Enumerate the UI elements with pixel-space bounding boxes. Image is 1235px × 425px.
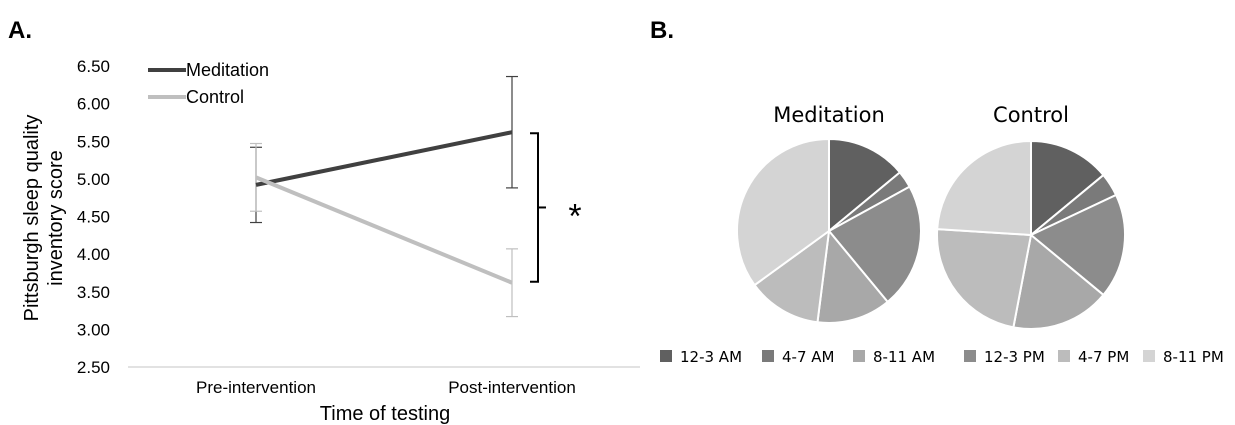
legend-label: Control xyxy=(186,87,244,107)
pie-legend-swatch xyxy=(853,350,865,362)
pie-legend-label: 4-7 AM xyxy=(782,348,834,366)
y-axis-title-line-1: Pittsburgh sleep quality xyxy=(21,115,43,322)
bracket-line xyxy=(530,132,539,283)
y-tick-label: 2.50 xyxy=(77,358,110,377)
line-chart: 2.50 3.00 3.50 4.00 4.50 5.00 5.50 6.00 6.50 Pre… xyxy=(21,57,640,425)
series-lines xyxy=(255,130,513,285)
x-tick-labels: Pre-intervention Post-intervention xyxy=(196,378,576,397)
series-line-control xyxy=(255,175,513,285)
y-tick-label: 4.00 xyxy=(77,245,110,264)
line-legend: Meditation Control xyxy=(148,60,269,107)
pie-title: Meditation xyxy=(773,103,885,127)
y-tick-label: 4.50 xyxy=(77,208,110,227)
y-tick-label: 6.50 xyxy=(77,57,110,76)
series-line-meditation xyxy=(255,130,513,187)
pie-legend-swatch xyxy=(1143,350,1155,362)
y-tick-labels: 2.50 3.00 3.50 4.00 4.50 5.00 5.50 6.00 6.50 xyxy=(77,57,110,377)
pie-slice-12-3-pm xyxy=(816,228,890,324)
x-tick-label: Pre-intervention xyxy=(196,378,316,397)
pie-legend-swatch xyxy=(762,350,774,362)
pie-legend-swatch xyxy=(1058,350,1070,362)
panel-label-b: B. xyxy=(650,17,674,44)
pie-slice-8-11-pm xyxy=(936,139,1032,237)
y-tick-label: 5.50 xyxy=(77,132,110,151)
significance-bracket: * xyxy=(530,132,582,283)
pie-slice-12-3-am xyxy=(828,137,902,234)
x-axis-title: Time of testing xyxy=(320,403,450,425)
legend-label: Meditation xyxy=(186,60,269,80)
pie-legend-label: 4-7 PM xyxy=(1078,348,1129,366)
pie-legend: 12-3 AM 4-7 AM 8-11 AM 12-3 PM 4-7 PM 8-11 PM xyxy=(660,348,1224,366)
y-tick-label: 5.00 xyxy=(77,170,110,189)
pie-legend-label: 8-11 PM xyxy=(1163,348,1224,366)
pie-legend-swatch xyxy=(964,350,976,362)
y-axis-title-line-2: inventory score xyxy=(45,150,67,286)
significance-star: * xyxy=(568,197,581,235)
y-tick-label: 3.50 xyxy=(77,283,110,302)
pie-title: Control xyxy=(993,103,1069,127)
pie-slice-12-3-pm xyxy=(1012,233,1105,330)
y-tick-label: 6.00 xyxy=(77,95,110,114)
error-bars xyxy=(250,75,518,318)
pie-slice-8-11-am xyxy=(827,185,922,304)
pie-slice-8-11-pm xyxy=(736,137,830,287)
pie-slice-4-7-pm xyxy=(753,228,831,324)
pie-charts: Meditation Control xyxy=(736,103,1126,330)
pie-legend-label: 12-3 PM xyxy=(984,348,1045,366)
x-tick-label: Post-intervention xyxy=(448,378,576,397)
panel-label-a: A. xyxy=(8,17,32,44)
pie-legend-label: 12-3 AM xyxy=(680,348,742,366)
pie-slice-4-7-pm xyxy=(936,228,1033,329)
pie-slice-12-3-am xyxy=(1030,139,1105,238)
pie-legend-label: 8-11 AM xyxy=(873,348,935,366)
pie-legend-swatch xyxy=(660,350,672,362)
pie-slice-8-11-am xyxy=(1029,193,1126,297)
y-tick-label: 3.00 xyxy=(77,320,110,339)
